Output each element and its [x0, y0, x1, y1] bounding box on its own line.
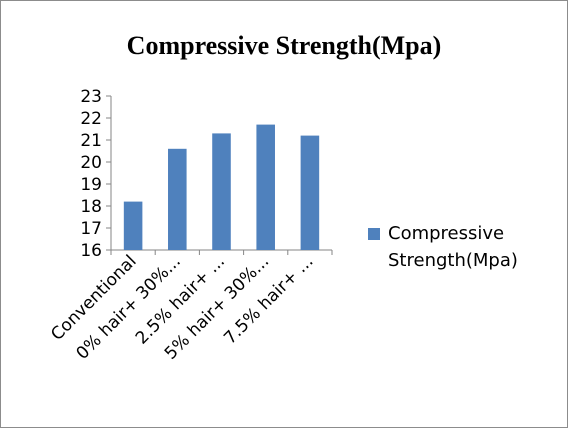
legend-swatch [368, 228, 380, 240]
y-tick-label: 16 [80, 241, 102, 261]
y-tick-label: 18 [80, 197, 102, 217]
bars-group [123, 124, 320, 250]
bar [300, 135, 320, 250]
bar [256, 124, 275, 250]
legend: Compressive Strength(Mpa) [366, 220, 562, 300]
y-tick-label: 22 [80, 109, 102, 129]
chart-title: Compressive Strength(Mpa) [126, 31, 442, 60]
bar [168, 148, 187, 250]
y-tick-label: 21 [80, 131, 102, 151]
y-tick-label: 20 [80, 153, 102, 173]
y-tick-label: 17 [80, 219, 102, 239]
bar [212, 133, 231, 250]
y-tick-label: 19 [80, 175, 102, 195]
legend-label: Compressive Strength(Mpa) [388, 223, 518, 271]
y-tick-label: 23 [80, 87, 102, 107]
bar [123, 201, 143, 250]
